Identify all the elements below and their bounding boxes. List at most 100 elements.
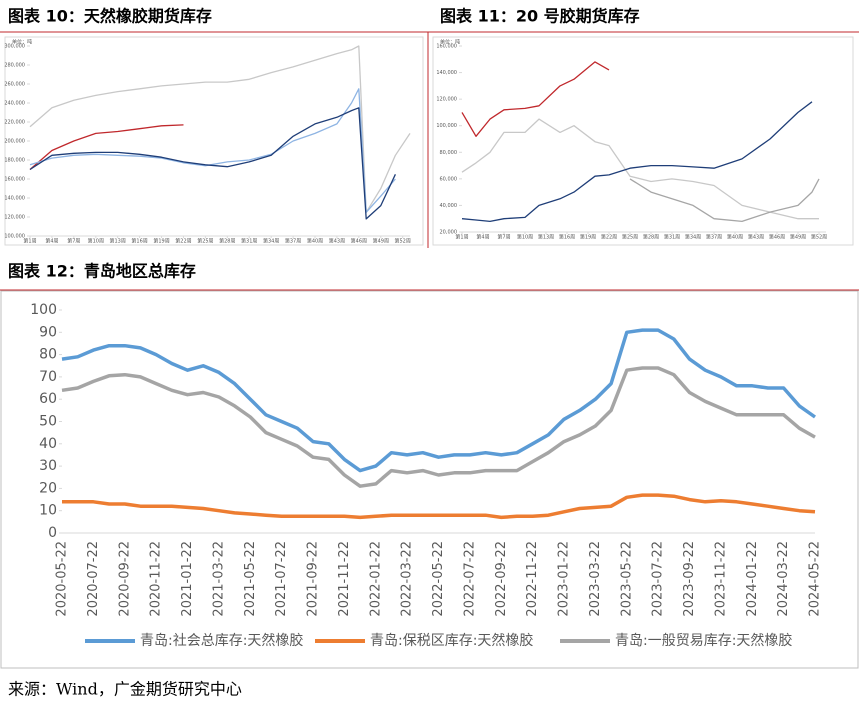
x-tick-label: 第40周 bbox=[307, 238, 323, 245]
x-tick-label: 第34周 bbox=[263, 238, 279, 245]
x-tick-label: 2024-03-22 bbox=[776, 541, 791, 617]
x-tick-label: 第28周 bbox=[643, 234, 659, 241]
x-tick-label: 第31周 bbox=[241, 238, 257, 245]
x-tick-label: 第25周 bbox=[622, 234, 638, 241]
x-tick-label: 第22周 bbox=[601, 234, 617, 241]
y-unit: 单位：吨 bbox=[12, 39, 32, 46]
x-tick-label: 第1周 bbox=[455, 234, 468, 241]
series-line bbox=[461, 61, 610, 137]
y-tick-label: 100 bbox=[30, 302, 57, 318]
y-tick-label: 200,000 bbox=[4, 139, 25, 145]
x-tick-label: 第31周 bbox=[664, 234, 680, 241]
x-tick-label: 第34周 bbox=[685, 234, 701, 241]
x-tick-label: 第46周 bbox=[769, 234, 785, 241]
series-line bbox=[29, 124, 184, 170]
y-tick-label: 40 bbox=[39, 436, 57, 452]
x-tick-label: 第43周 bbox=[748, 234, 764, 241]
chart-title: 图表 11：20 号胶期货库存 bbox=[440, 7, 640, 26]
x-tick-label: 2021-03-22 bbox=[211, 541, 226, 617]
x-tick-label: 第49周 bbox=[373, 238, 389, 245]
x-tick-label: 第49周 bbox=[790, 234, 806, 241]
y-unit: 单位：吨 bbox=[440, 39, 460, 46]
x-tick-label: 第40周 bbox=[727, 234, 743, 241]
x-tick-label: 第52周 bbox=[811, 234, 827, 241]
y-tick-label: 20,000 bbox=[440, 230, 458, 236]
x-tick-label: 2022-07-22 bbox=[462, 541, 477, 617]
chart-title: 图表 10：天然橡胶期货库存 bbox=[8, 7, 212, 26]
y-tick-label: 0 bbox=[48, 525, 57, 541]
x-tick-label: 2021-07-22 bbox=[274, 541, 289, 617]
x-tick-label: 第19周 bbox=[153, 238, 169, 245]
x-tick-label: 2021-01-22 bbox=[180, 541, 195, 617]
x-tick-label: 第25周 bbox=[197, 238, 213, 245]
x-tick-label: 2023-03-22 bbox=[588, 541, 603, 617]
x-tick-label: 2021-09-22 bbox=[306, 541, 321, 617]
plot-frame bbox=[432, 36, 854, 246]
y-tick-label: 120,000 bbox=[4, 215, 25, 221]
x-tick-label: 第16周 bbox=[131, 238, 147, 245]
x-tick-label: 第46周 bbox=[351, 238, 367, 245]
x-tick-label: 第16周 bbox=[559, 234, 575, 241]
legend-label: 青岛:保税区库存:天然橡胶 bbox=[370, 632, 533, 649]
x-tick-label: 2022-01-22 bbox=[368, 541, 383, 617]
y-tick-label: 40,000 bbox=[440, 203, 458, 209]
x-tick-label: 2024-01-22 bbox=[745, 541, 760, 617]
x-tick-label: 第7周 bbox=[497, 234, 510, 241]
legend-label: 青岛:社会总库存:天然橡胶 bbox=[140, 632, 303, 649]
y-tick-label: 140,000 bbox=[436, 70, 457, 76]
x-tick-label: 2021-11-22 bbox=[337, 541, 352, 617]
series-line bbox=[62, 493, 816, 520]
y-tick-label: 240,000 bbox=[4, 101, 25, 107]
y-tick-label: 220,000 bbox=[4, 120, 25, 126]
chart-title: 图表 12：青岛地区总库存 bbox=[8, 262, 196, 281]
y-tick-label: 260,000 bbox=[4, 82, 25, 88]
y-tick-label: 120,000 bbox=[436, 97, 457, 103]
x-tick-label: 2020-11-22 bbox=[149, 541, 164, 617]
series-line bbox=[61, 366, 816, 488]
y-tick-label: 100,000 bbox=[4, 234, 25, 240]
x-tick-label: 2023-09-22 bbox=[682, 541, 697, 617]
x-tick-label: 2022-05-22 bbox=[431, 541, 446, 617]
y-tick-label: 100,000 bbox=[436, 123, 457, 129]
y-tick-label: 50 bbox=[39, 414, 57, 430]
plot-frame bbox=[0, 290, 859, 669]
series-line bbox=[61, 328, 817, 473]
x-tick-label: 2023-11-22 bbox=[713, 541, 728, 617]
x-tick-label: 2020-09-22 bbox=[117, 541, 132, 617]
legend-label: 青岛:一般贸易库存:天然橡胶 bbox=[615, 632, 792, 649]
x-tick-label: 2023-01-22 bbox=[557, 541, 572, 617]
y-tick-label: 140,000 bbox=[4, 196, 25, 202]
y-tick-label: 160,000 bbox=[4, 177, 25, 183]
x-tick-label: 第19周 bbox=[580, 234, 596, 241]
y-tick-label: 280,000 bbox=[4, 63, 25, 69]
y-tick-label: 90 bbox=[39, 324, 57, 340]
y-tick-label: 300,000 bbox=[4, 44, 25, 50]
x-tick-label: 2022-11-22 bbox=[525, 541, 540, 617]
y-tick-label: 60 bbox=[39, 391, 57, 407]
x-tick-label: 2020-05-22 bbox=[55, 541, 70, 617]
y-tick-label: 70 bbox=[39, 369, 57, 385]
x-tick-label: 第7周 bbox=[67, 238, 80, 245]
x-tick-label: 第37周 bbox=[285, 238, 301, 245]
series-line bbox=[29, 88, 396, 213]
x-tick-label: 第22周 bbox=[175, 238, 191, 245]
x-tick-label: 第4周 bbox=[45, 238, 58, 245]
source-note: 来源：Wind，广金期货研究中心 bbox=[8, 680, 242, 699]
x-tick-label: 第28周 bbox=[219, 238, 235, 245]
x-tick-label: 第37周 bbox=[706, 234, 722, 241]
series-line bbox=[461, 101, 813, 223]
x-tick-label: 2020-07-22 bbox=[86, 541, 101, 617]
series-line bbox=[29, 45, 411, 213]
x-tick-label: 2021-05-22 bbox=[243, 541, 258, 617]
x-tick-label: 第10周 bbox=[517, 234, 533, 241]
plot-frame bbox=[4, 36, 424, 246]
y-tick-label: 180,000 bbox=[4, 158, 25, 164]
x-tick-label: 第13周 bbox=[538, 234, 554, 241]
y-tick-label: 20 bbox=[39, 480, 57, 496]
x-tick-label: 2023-07-22 bbox=[651, 541, 666, 617]
series-line bbox=[29, 107, 396, 220]
x-tick-label: 2022-03-22 bbox=[400, 541, 415, 617]
series-line bbox=[629, 178, 820, 223]
x-tick-label: 第13周 bbox=[110, 238, 126, 245]
